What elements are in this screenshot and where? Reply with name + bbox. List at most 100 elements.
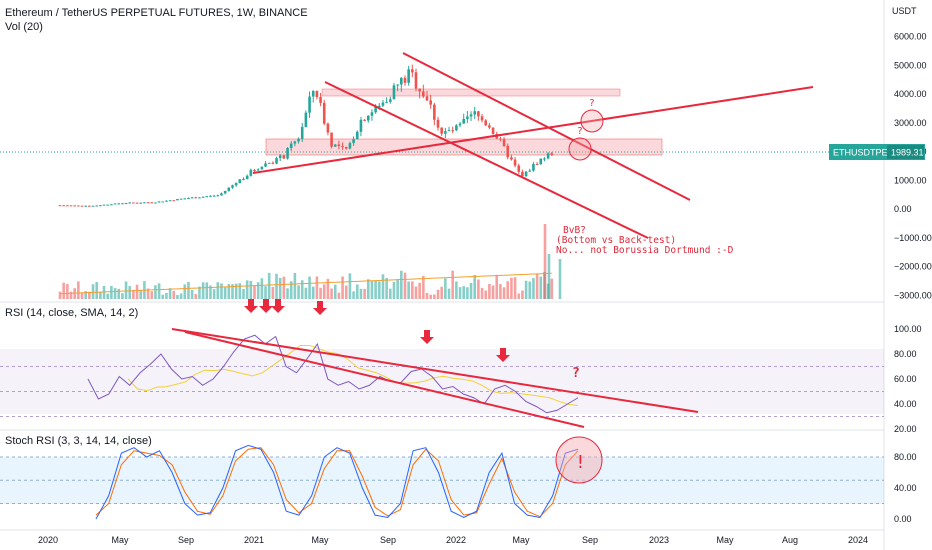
volume-bar [359, 288, 363, 299]
volume-bar [389, 288, 392, 299]
volume-bar [168, 288, 172, 299]
volume-bar [363, 288, 366, 299]
volume-bar [370, 280, 374, 299]
price-tick-label: 0.00 [894, 204, 912, 214]
volume-bar [506, 281, 510, 299]
time-axis[interactable]: 2020 May Sep 2021 May Sep 2022 May Sep 2023 May Aug… [38, 535, 868, 545]
channel-upper-line [402, 52, 691, 201]
candle-body [341, 146, 344, 148]
candle-body [69, 205, 73, 207]
volume-bar [264, 286, 267, 299]
volume-bar [154, 285, 157, 299]
candle-body [414, 72, 418, 89]
volume-bar [436, 289, 440, 299]
candle-body [502, 139, 506, 146]
volume-bar [124, 281, 128, 299]
candle-body [157, 201, 161, 203]
time-tick-label: May [716, 535, 734, 545]
volume-bar [300, 280, 304, 299]
candle-body [106, 204, 110, 206]
candle-body [359, 119, 363, 132]
volume-bar [245, 280, 249, 299]
candle-body [293, 141, 297, 144]
stoch-axis[interactable]: 80.00 40.00 0.00 [894, 452, 917, 524]
time-tick-label: Sep [582, 535, 598, 545]
price-axis[interactable]: 6000.005000.004000.003000.002000.001000.… [894, 32, 932, 301]
candle-body [407, 69, 410, 83]
volume-bar [418, 282, 421, 299]
volume-bar [341, 276, 344, 299]
candle-body [363, 119, 366, 121]
volume-bar [157, 283, 161, 299]
candle-body [234, 183, 238, 186]
rsi-axis[interactable]: 100.00 80.00 60.00 40.00 20.00 [894, 324, 922, 434]
candle-body [385, 101, 388, 103]
candle-body [330, 132, 333, 147]
volume-bar [558, 259, 562, 299]
volume-bar [488, 283, 491, 299]
candle-body [377, 105, 381, 107]
volume-bar [249, 280, 253, 299]
candle-body [238, 179, 242, 184]
volume-bar [212, 289, 216, 299]
volume-bar [524, 280, 528, 299]
rsi-line [87, 334, 579, 414]
volume-bar [403, 272, 407, 299]
volume-bar [377, 281, 381, 299]
volume-ma-line [59, 272, 552, 295]
volume-label: Vol (20) [5, 21, 43, 33]
candle-body [176, 198, 179, 201]
volume-bar [91, 284, 95, 299]
stoch-tick-label: 40.00 [894, 483, 917, 493]
rsi-upper-trendline [171, 328, 699, 413]
volume-bar [176, 294, 179, 299]
candle-body [88, 205, 91, 207]
candle-body [513, 159, 517, 166]
volume-bar [311, 286, 315, 299]
rsi-tick-label: 80.00 [894, 349, 917, 359]
candle-body [66, 205, 69, 207]
volume-bar [66, 284, 69, 299]
volume-bar [326, 278, 330, 299]
volume-bar [69, 291, 73, 299]
volume-bar [198, 286, 201, 299]
volume-bar [543, 224, 547, 299]
stoch-d-line [95, 447, 579, 518]
price-tick-label: 6000.00 [894, 32, 927, 42]
volume-bar [396, 279, 399, 299]
candle-body [300, 126, 304, 139]
candle-body [488, 125, 491, 128]
candle-body [546, 153, 550, 159]
annotation-bvb: BvB? [563, 225, 586, 236]
volume-bar [422, 276, 425, 299]
volume-bar [234, 283, 238, 299]
channel-lower-line [324, 81, 649, 239]
volume-bar [315, 276, 319, 299]
volume-bar [322, 284, 326, 299]
candle-body [455, 125, 458, 131]
candle-body [231, 185, 234, 188]
candle-body [473, 111, 477, 115]
candle-body [517, 165, 521, 172]
price-tick-label: 3000.00 [894, 118, 927, 128]
resistance-zone [321, 88, 621, 97]
price-badge-value: 1989.31 [891, 148, 924, 158]
candle-body [286, 148, 289, 159]
support-zone [265, 138, 663, 156]
volume-bar [113, 288, 117, 299]
stoch-label: Stoch RSI (3, 3, 14, 14, close) [5, 435, 152, 447]
candle-body [227, 187, 231, 191]
volume-bar [502, 287, 506, 299]
candle-body [326, 123, 330, 133]
candle-body [245, 175, 249, 180]
volume-bar [179, 293, 183, 299]
volume-bar [547, 254, 551, 299]
volume-bar [139, 289, 143, 299]
volume-bar [337, 292, 341, 299]
volume-bar [495, 274, 499, 299]
candle-body [201, 196, 205, 198]
candle-body [322, 102, 326, 124]
volume-bar [407, 281, 410, 299]
time-tick-label: 2020 [38, 535, 58, 545]
